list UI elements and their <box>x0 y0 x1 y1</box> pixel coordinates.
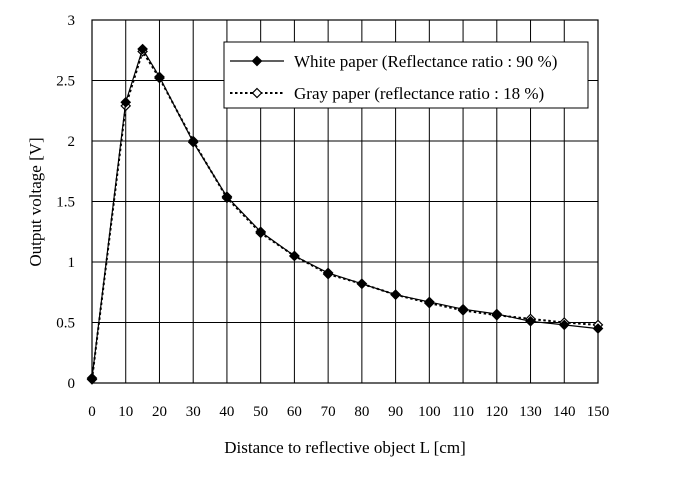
legend-label-gray-paper: Gray paper (reflectance ratio : 18 %) <box>294 84 544 103</box>
y-tick-label: 1.5 <box>56 195 75 211</box>
y-tick-label: 0 <box>68 376 76 392</box>
x-tick-label: 20 <box>152 404 167 420</box>
data-point <box>592 323 604 334</box>
x-tick-label: 50 <box>253 404 268 420</box>
legend-marker-gray-paper <box>251 87 263 99</box>
data-point <box>558 319 570 331</box>
x-tick-label: 90 <box>388 404 403 420</box>
data-point <box>221 191 233 203</box>
data-point <box>491 308 503 320</box>
plot-area-frame <box>91 19 599 384</box>
data-point <box>356 278 368 290</box>
y-axis-label: Output voltage [V] <box>26 137 45 266</box>
x-tick-label: 80 <box>354 404 369 420</box>
data-point <box>137 43 148 55</box>
x-tick-label: 40 <box>219 404 234 420</box>
data-point <box>289 250 300 262</box>
data-point <box>86 372 98 384</box>
series-white-paper <box>86 43 604 384</box>
y-tick-label: 1 <box>68 255 76 271</box>
y-axis-ticks: 0 0.5 1 1.5 2 2.5 3 <box>56 13 75 392</box>
legend-items <box>230 55 284 99</box>
x-axis-ticks: 0 10 20 30 40 50 60 70 80 90 100 110 120 130 140 150 <box>88 404 609 420</box>
legend-marker-white-paper <box>251 55 263 67</box>
legend-label-white-paper: White paper (Reflectance ratio : 90 %) <box>294 52 557 71</box>
data-point <box>255 226 267 238</box>
data-point <box>525 315 536 327</box>
x-tick-label: 100 <box>418 404 441 420</box>
legend: White paper (Reflectance ratio : 90 %) G… <box>223 41 589 109</box>
data-point <box>120 96 132 108</box>
x-tick-label: 130 <box>519 404 542 420</box>
x-tick-label: 140 <box>553 404 576 420</box>
y-tick-label: 0.5 <box>56 316 75 332</box>
x-tick-label: 120 <box>486 404 509 420</box>
x-tick-label: 10 <box>118 404 133 420</box>
data-point <box>457 303 469 315</box>
legend-box <box>223 41 589 109</box>
x-axis-label: Distance to reflective object L [cm] <box>224 438 466 457</box>
x-tick-label: 30 <box>186 404 201 420</box>
x-tick-label: 70 <box>321 404 336 420</box>
data-point <box>154 71 165 83</box>
data-point <box>423 296 435 308</box>
y-tick-label: 3 <box>68 13 76 29</box>
data-point <box>390 289 401 301</box>
x-tick-label: 150 <box>587 404 610 420</box>
data-point <box>187 136 199 148</box>
x-tick-label: 110 <box>452 404 474 420</box>
x-tick-label: 60 <box>287 404 302 420</box>
y-tick-label: 2.5 <box>56 74 75 90</box>
x-tick-label: 0 <box>88 404 96 420</box>
series-layer <box>86 43 604 385</box>
y-tick-label: 2 <box>68 134 76 150</box>
data-point <box>322 267 334 279</box>
